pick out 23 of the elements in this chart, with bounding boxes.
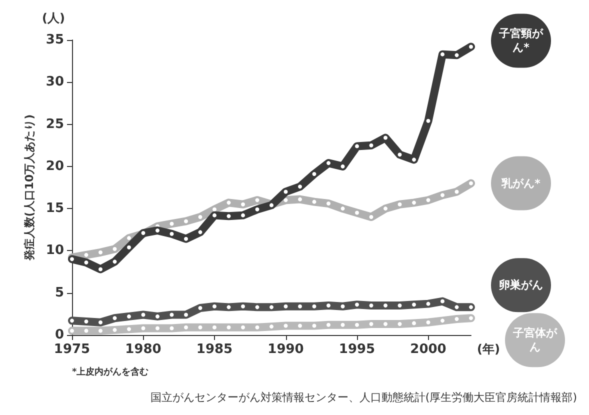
y-tick-label: 30 <box>46 74 64 90</box>
y-tick-label: 25 <box>46 116 64 132</box>
text: 国立がんセンターがん対策情報センター、人口動態統計(厚生労働大臣官房統計情報部) <box>150 391 578 404</box>
text: 子宮体がん <box>512 326 558 354</box>
text: *上皮内がんを含む <box>72 366 149 378</box>
x-tick-label: 1975 <box>54 342 90 357</box>
y-tick-label: 0 <box>54 328 64 342</box>
y-tick-label: 35 <box>46 32 64 48</box>
text: (人) <box>42 11 65 25</box>
y-tick-label: 10 <box>46 243 64 258</box>
x-tick-label: 1990 <box>268 342 304 357</box>
x-tick-label: 1980 <box>125 342 162 357</box>
y-axis-title: 発症人数(人口10万人あたり) <box>23 114 36 262</box>
x-tick-label: 2000 <box>410 342 446 357</box>
y-tick-label: 5 <box>54 285 64 300</box>
x-axis-title: (年) <box>477 342 500 356</box>
y-tick-label: 15 <box>46 201 64 216</box>
y-tick-label: 20 <box>46 158 64 174</box>
text: 乳がん* <box>500 176 541 190</box>
text: 卵巣がん <box>498 278 543 292</box>
text: 子宮頸がん* <box>498 27 544 54</box>
x-tick-label: 1995 <box>338 342 376 357</box>
x-tick-label: 1985 <box>196 342 233 357</box>
